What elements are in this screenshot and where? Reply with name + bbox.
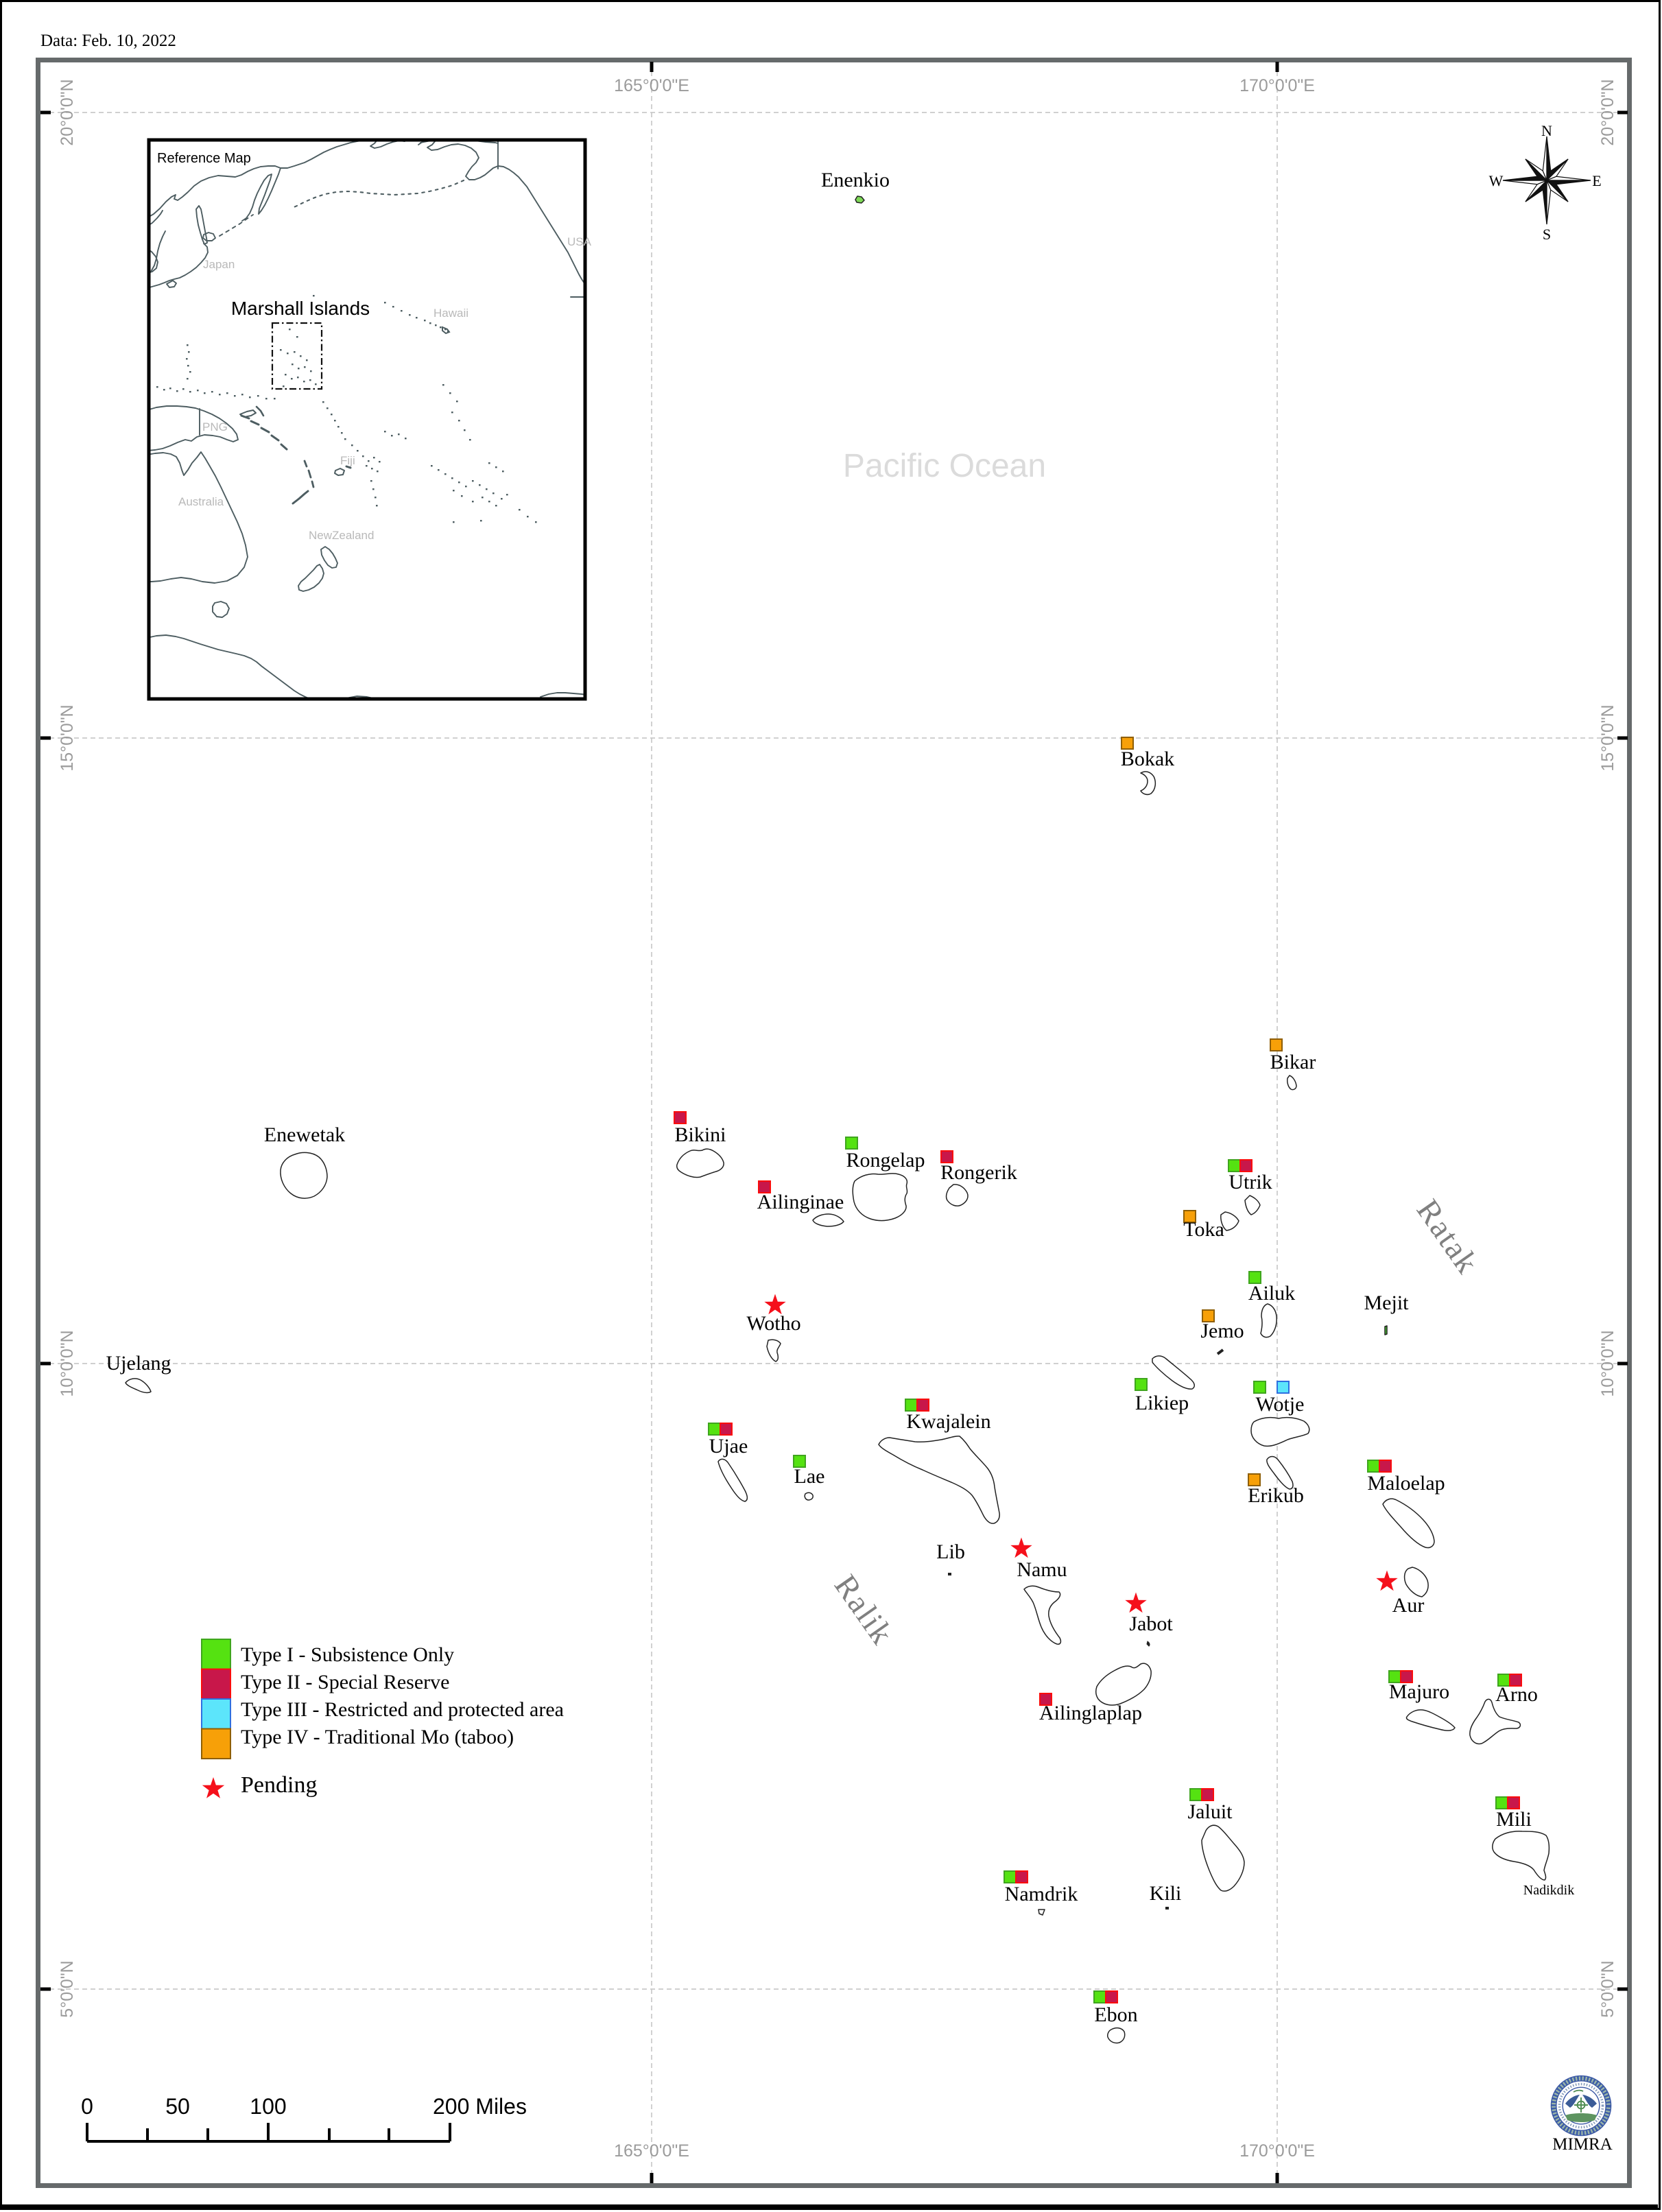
svg-text:Arno: Arno xyxy=(1495,1683,1538,1706)
svg-text:Lae: Lae xyxy=(794,1465,825,1488)
svg-text:Japan: Japan xyxy=(203,258,235,271)
svg-text:10°0'0"N: 10°0'0"N xyxy=(1598,1330,1617,1396)
svg-text:Type III - Restricted and prot: Type III - Restricted and protected area xyxy=(241,1698,564,1721)
svg-text:Reference Map: Reference Map xyxy=(157,151,251,166)
svg-text:Data: Feb. 10, 2022: Data: Feb. 10, 2022 xyxy=(40,32,176,50)
svg-text:Enenkio: Enenkio xyxy=(821,169,890,191)
svg-text:PNG: PNG xyxy=(202,420,228,433)
svg-text:170°0'0"E: 170°0'0"E xyxy=(1239,2141,1315,2161)
svg-text:Ujelang: Ujelang xyxy=(106,1352,171,1375)
svg-text:Erikub: Erikub xyxy=(1248,1484,1304,1507)
svg-text:E: E xyxy=(1592,172,1601,189)
svg-text:USA: USA xyxy=(567,235,592,248)
svg-text:170°0'0"E: 170°0'0"E xyxy=(1239,76,1315,95)
svg-text:Hawaii: Hawaii xyxy=(434,307,468,320)
svg-text:165°0'0"E: 165°0'0"E xyxy=(614,2141,689,2161)
svg-text:Maloelap: Maloelap xyxy=(1367,1472,1445,1495)
svg-text:Mili: Mili xyxy=(1496,1808,1532,1831)
svg-text:15°0'0"N: 15°0'0"N xyxy=(58,704,77,771)
svg-text:Ailinglaplap: Ailinglaplap xyxy=(1039,1702,1142,1724)
svg-text:Ailuk: Ailuk xyxy=(1248,1282,1295,1305)
svg-text:Fiji: Fiji xyxy=(340,454,355,467)
svg-text:Bikini: Bikini xyxy=(674,1123,726,1146)
svg-text:Type I - Subsistence Only: Type I - Subsistence Only xyxy=(241,1643,454,1666)
svg-text:Namdrik: Namdrik xyxy=(1005,1883,1078,1905)
svg-text:Kwajalein: Kwajalein xyxy=(906,1410,990,1433)
svg-text:Wotje: Wotje xyxy=(1256,1393,1305,1416)
svg-text:5°0'0"N: 5°0'0"N xyxy=(1598,1960,1617,2017)
svg-text:Enewetak: Enewetak xyxy=(264,1123,345,1146)
svg-text:MIMRA: MIMRA xyxy=(1552,2135,1613,2154)
svg-text:Rongerik: Rongerik xyxy=(940,1161,1017,1184)
svg-text:Mejit: Mejit xyxy=(1364,1292,1410,1314)
svg-text:Nadikdik: Nadikdik xyxy=(1523,1883,1574,1898)
svg-text:10°0'0"N: 10°0'0"N xyxy=(58,1330,77,1396)
svg-text:W: W xyxy=(1489,172,1504,189)
svg-text:Bikar: Bikar xyxy=(1270,1051,1316,1073)
svg-text:Marshall Islands: Marshall Islands xyxy=(231,298,370,319)
svg-text:Utrik: Utrik xyxy=(1228,1171,1272,1193)
svg-text:Bokak: Bokak xyxy=(1121,748,1174,770)
svg-text:200 Miles: 200 Miles xyxy=(433,2094,527,2119)
svg-text:Likiep: Likiep xyxy=(1135,1392,1189,1414)
svg-text:NewZealand: NewZealand xyxy=(309,529,374,542)
svg-text:Majuro: Majuro xyxy=(1389,1680,1449,1703)
svg-text:Wotho: Wotho xyxy=(746,1312,800,1335)
svg-text:Jabot: Jabot xyxy=(1129,1613,1173,1635)
svg-text:Ebon: Ebon xyxy=(1094,2003,1137,2026)
svg-text:Pending: Pending xyxy=(241,1772,317,1798)
svg-text:Jaluit: Jaluit xyxy=(1188,1800,1233,1823)
svg-text:20°0'0"N: 20°0'0"N xyxy=(58,79,77,145)
svg-text:Lib: Lib xyxy=(936,1541,965,1563)
svg-text:Australia: Australia xyxy=(178,495,224,508)
svg-text:S: S xyxy=(1543,226,1551,243)
svg-text:Kili: Kili xyxy=(1150,1882,1182,1905)
svg-text:Aur: Aur xyxy=(1392,1594,1425,1617)
svg-text:Ailinginae: Ailinginae xyxy=(757,1191,844,1213)
svg-text:Toka: Toka xyxy=(1183,1218,1224,1241)
svg-text:N: N xyxy=(1541,122,1552,139)
svg-text:Type IV - Traditional Mo (tabo: Type IV - Traditional Mo (taboo) xyxy=(241,1726,514,1748)
svg-text:15°0'0"N: 15°0'0"N xyxy=(1598,704,1617,771)
svg-text:Type II - Special Reserve: Type II - Special Reserve xyxy=(241,1671,449,1693)
svg-text:100: 100 xyxy=(250,2094,286,2119)
svg-text:Jemo: Jemo xyxy=(1200,1320,1244,1342)
svg-text:50: 50 xyxy=(165,2094,190,2119)
svg-text:Pacific Ocean: Pacific Ocean xyxy=(843,448,1046,484)
svg-text:Ujae: Ujae xyxy=(709,1435,748,1458)
svg-text:Rongelap: Rongelap xyxy=(846,1149,925,1172)
svg-text:165°0'0"E: 165°0'0"E xyxy=(614,76,689,95)
svg-text:Namu: Namu xyxy=(1017,1558,1067,1581)
svg-text:0: 0 xyxy=(81,2094,93,2119)
svg-text:20°0'0"N: 20°0'0"N xyxy=(1598,79,1617,145)
svg-text:5°0'0"N: 5°0'0"N xyxy=(58,1960,77,2017)
